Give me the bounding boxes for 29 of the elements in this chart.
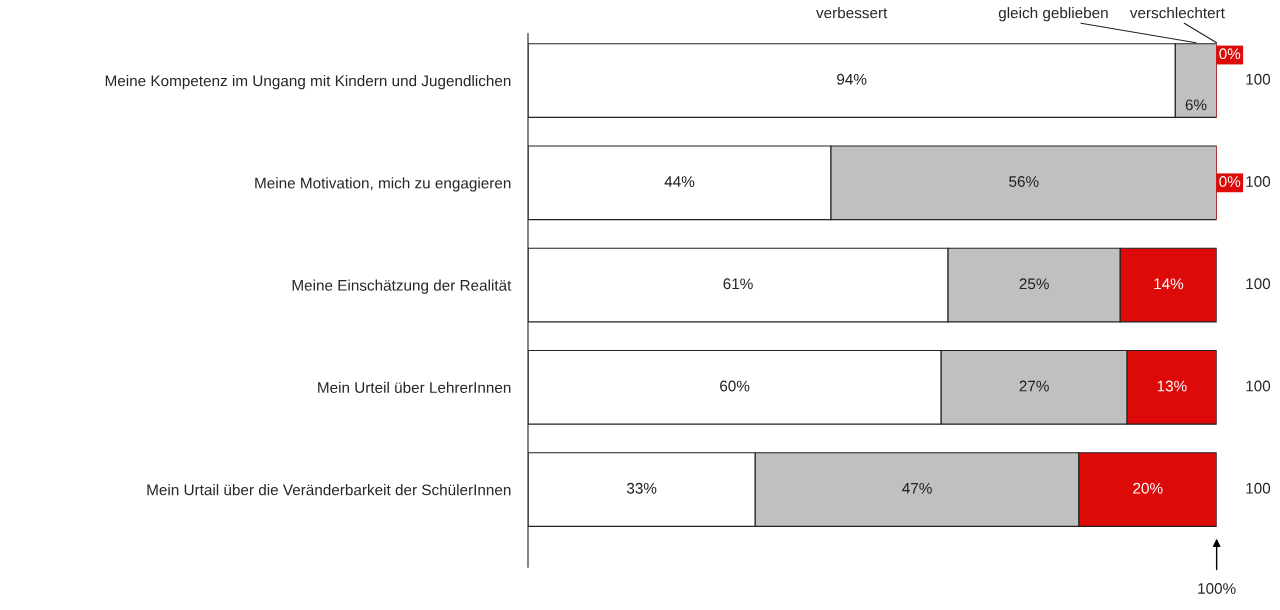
data-label: 33% <box>626 482 657 494</box>
series-label: verbessert <box>816 7 888 19</box>
y-tick-label: Mein Urtail über die Veränderbarkeit der SchülerInnen <box>147 484 511 496</box>
series-label: verschlechtert <box>1129 7 1225 19</box>
data-label: 25% <box>1019 278 1049 290</box>
y-tick-label: Mein Urteil über LehrerInnen <box>318 381 511 394</box>
data-label: 61% <box>723 278 753 290</box>
data-label: 94% <box>837 73 867 85</box>
data-label: 44% <box>664 176 695 187</box>
y-tick-label: Meine Einschätzung der Realität <box>292 279 512 294</box>
y-tick-label: Meine Motivation, mich zu engagieren <box>255 177 511 192</box>
data-label: 20% <box>1133 482 1163 494</box>
total-label: 100 <box>1246 278 1271 290</box>
total-label: 100 <box>1246 176 1271 187</box>
total-label: 100 <box>1246 380 1271 392</box>
text: gleich geblieben <box>998 7 1108 22</box>
annotation: 100% <box>1198 583 1236 594</box>
data-label: 0% <box>1219 176 1241 187</box>
data-label: 13% <box>1157 380 1187 392</box>
data-label: 0% <box>1219 48 1241 60</box>
data-label: 6% <box>1185 99 1207 111</box>
data-label: 14% <box>1154 278 1184 290</box>
data-label: 56% <box>1009 176 1039 187</box>
data-label: 47% <box>902 482 932 494</box>
data-label: 27% <box>1019 380 1049 392</box>
total-label: 100 <box>1246 73 1271 85</box>
data-label: 60% <box>720 380 750 392</box>
y-tick-label: Meine Kompetenz im Ungang mit Kindern und Jugendlichen <box>105 75 511 90</box>
total-label: 100 <box>1246 482 1271 494</box>
